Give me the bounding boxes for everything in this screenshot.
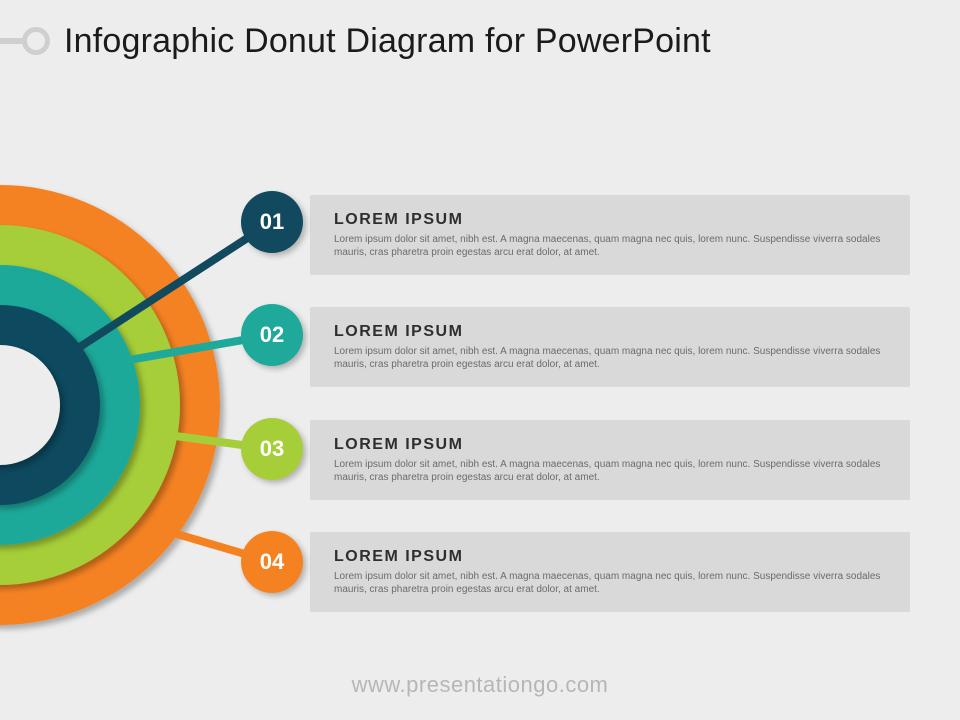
donut-ring xyxy=(0,225,180,585)
info-row: LOREM IPSUM Lorem ipsum dolor sit amet, n… xyxy=(310,195,910,275)
title-decoration-icon xyxy=(0,22,54,62)
donut-ring xyxy=(0,305,100,505)
row-heading: LOREM IPSUM xyxy=(334,323,894,341)
page-title: Infographic Donut Diagram for PowerPoint xyxy=(64,22,711,61)
donut-ring xyxy=(0,265,140,545)
row-heading: LOREM IPSUM xyxy=(334,436,894,454)
donut-ring xyxy=(0,185,220,625)
footer-watermark: www.presentationgo.com xyxy=(0,672,960,698)
number-badge: 02 xyxy=(241,304,303,366)
info-row: LOREM IPSUM Lorem ipsum dolor sit amet, n… xyxy=(310,307,910,387)
number-badge: 01 xyxy=(241,191,303,253)
row-body: Lorem ipsum dolor sit amet, nibh est. A … xyxy=(334,233,894,260)
row-heading: LOREM IPSUM xyxy=(334,211,894,229)
row-body: Lorem ipsum dolor sit amet, nibh est. A … xyxy=(334,570,894,597)
header: Infographic Donut Diagram for PowerPoint xyxy=(0,0,960,62)
row-heading: LOREM IPSUM xyxy=(334,548,894,566)
info-row: LOREM IPSUM Lorem ipsum dolor sit amet, n… xyxy=(310,420,910,500)
info-row: LOREM IPSUM Lorem ipsum dolor sit amet, n… xyxy=(310,532,910,612)
number-badge: 04 xyxy=(241,531,303,593)
row-body: Lorem ipsum dolor sit amet, nibh est. A … xyxy=(334,345,894,372)
number-badge: 03 xyxy=(241,418,303,480)
donut-hole xyxy=(0,345,60,465)
row-body: Lorem ipsum dolor sit amet, nibh est. A … xyxy=(334,458,894,485)
